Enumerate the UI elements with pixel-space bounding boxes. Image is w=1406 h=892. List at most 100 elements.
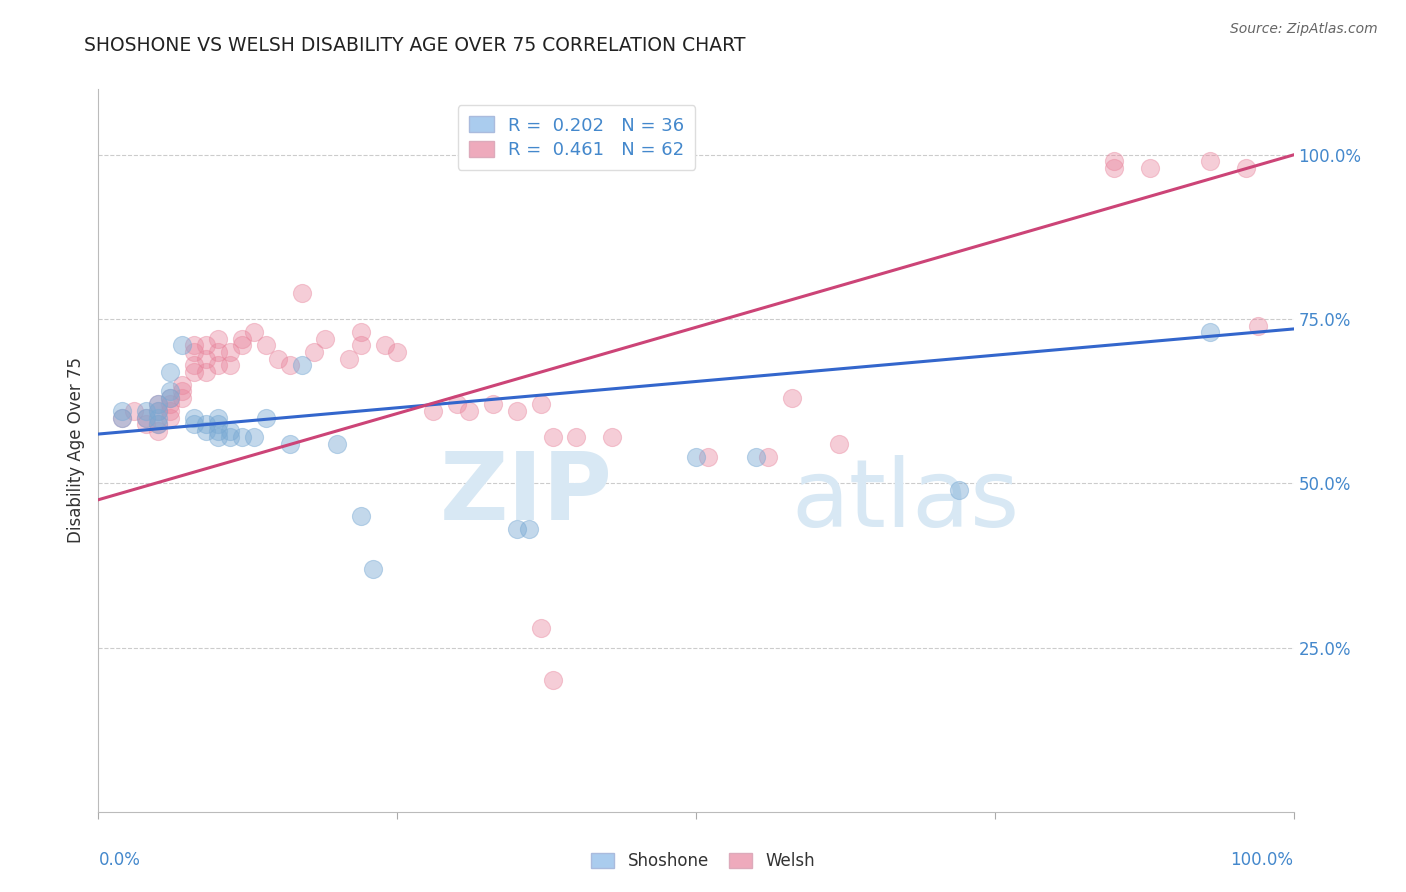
Point	[111, 410, 134, 425]
Text: atlas: atlas	[792, 455, 1019, 547]
Point	[135, 410, 157, 425]
Point	[172, 391, 194, 405]
Point	[219, 424, 242, 438]
Point	[207, 410, 229, 425]
Point	[565, 430, 588, 444]
Point	[291, 285, 314, 300]
Point	[183, 417, 205, 432]
Point	[243, 430, 266, 444]
Point	[124, 404, 146, 418]
Text: ZIP: ZIP	[440, 448, 613, 540]
Text: 0.0%: 0.0%	[98, 851, 141, 869]
Point	[159, 384, 181, 399]
Point	[195, 365, 218, 379]
Point	[195, 417, 218, 432]
Point	[278, 358, 301, 372]
Point	[183, 365, 205, 379]
Point	[350, 338, 373, 352]
Point	[326, 437, 349, 451]
Point	[159, 365, 181, 379]
Point	[1104, 161, 1126, 175]
Legend: Shoshone, Welsh: Shoshone, Welsh	[585, 846, 821, 877]
Point	[219, 345, 242, 359]
Point	[172, 384, 194, 399]
Point	[745, 450, 768, 464]
Point	[1104, 154, 1126, 169]
Point	[302, 345, 325, 359]
Point	[148, 397, 170, 411]
Point	[506, 404, 529, 418]
Point	[148, 404, 170, 418]
Point	[254, 338, 277, 352]
Point	[207, 345, 229, 359]
Point	[148, 397, 170, 411]
Point	[481, 397, 505, 411]
Point	[148, 404, 170, 418]
Point	[315, 332, 337, 346]
Point	[458, 404, 481, 418]
Point	[231, 430, 253, 444]
Point	[159, 397, 181, 411]
Point	[207, 424, 229, 438]
Point	[350, 325, 373, 339]
Legend: R =  0.202   N = 36, R =  0.461   N = 62: R = 0.202 N = 36, R = 0.461 N = 62	[458, 105, 695, 170]
Point	[697, 450, 720, 464]
Point	[135, 410, 157, 425]
Point	[541, 673, 564, 688]
Point	[195, 338, 218, 352]
Point	[207, 332, 229, 346]
Point	[422, 404, 444, 418]
Point	[111, 410, 134, 425]
Point	[159, 391, 181, 405]
Point	[159, 410, 181, 425]
Point	[172, 377, 194, 392]
Point	[374, 338, 396, 352]
Point	[231, 332, 253, 346]
Point	[231, 338, 253, 352]
Point	[243, 325, 266, 339]
Point	[254, 410, 277, 425]
Point	[1139, 161, 1161, 175]
Point	[1234, 161, 1257, 175]
Text: SHOSHONE VS WELSH DISABILITY AGE OVER 75 CORRELATION CHART: SHOSHONE VS WELSH DISABILITY AGE OVER 75…	[84, 36, 745, 54]
Point	[948, 483, 970, 497]
Point	[517, 522, 540, 536]
Point	[602, 430, 624, 444]
Text: 100.0%: 100.0%	[1230, 851, 1294, 869]
Point	[685, 450, 707, 464]
Point	[541, 430, 564, 444]
Point	[183, 410, 205, 425]
Point	[159, 404, 181, 418]
Point	[363, 562, 385, 576]
Point	[350, 509, 373, 524]
Point	[291, 358, 314, 372]
Point	[135, 404, 157, 418]
Point	[339, 351, 361, 366]
Point	[278, 437, 301, 451]
Text: Source: ZipAtlas.com: Source: ZipAtlas.com	[1230, 22, 1378, 37]
Point	[1247, 318, 1270, 333]
Point	[219, 358, 242, 372]
Point	[219, 430, 242, 444]
Point	[183, 358, 205, 372]
Point	[506, 522, 529, 536]
Point	[385, 345, 409, 359]
Point	[207, 417, 229, 432]
Point	[780, 391, 803, 405]
Point	[135, 417, 157, 432]
Point	[148, 417, 170, 432]
Point	[267, 351, 290, 366]
Y-axis label: Disability Age Over 75: Disability Age Over 75	[66, 358, 84, 543]
Point	[530, 621, 553, 635]
Point	[148, 417, 170, 432]
Point	[1199, 325, 1222, 339]
Point	[159, 391, 181, 405]
Point	[148, 410, 170, 425]
Point	[183, 345, 205, 359]
Point	[530, 397, 553, 411]
Point	[1199, 154, 1222, 169]
Point	[111, 404, 134, 418]
Point	[148, 424, 170, 438]
Point	[828, 437, 851, 451]
Point	[756, 450, 779, 464]
